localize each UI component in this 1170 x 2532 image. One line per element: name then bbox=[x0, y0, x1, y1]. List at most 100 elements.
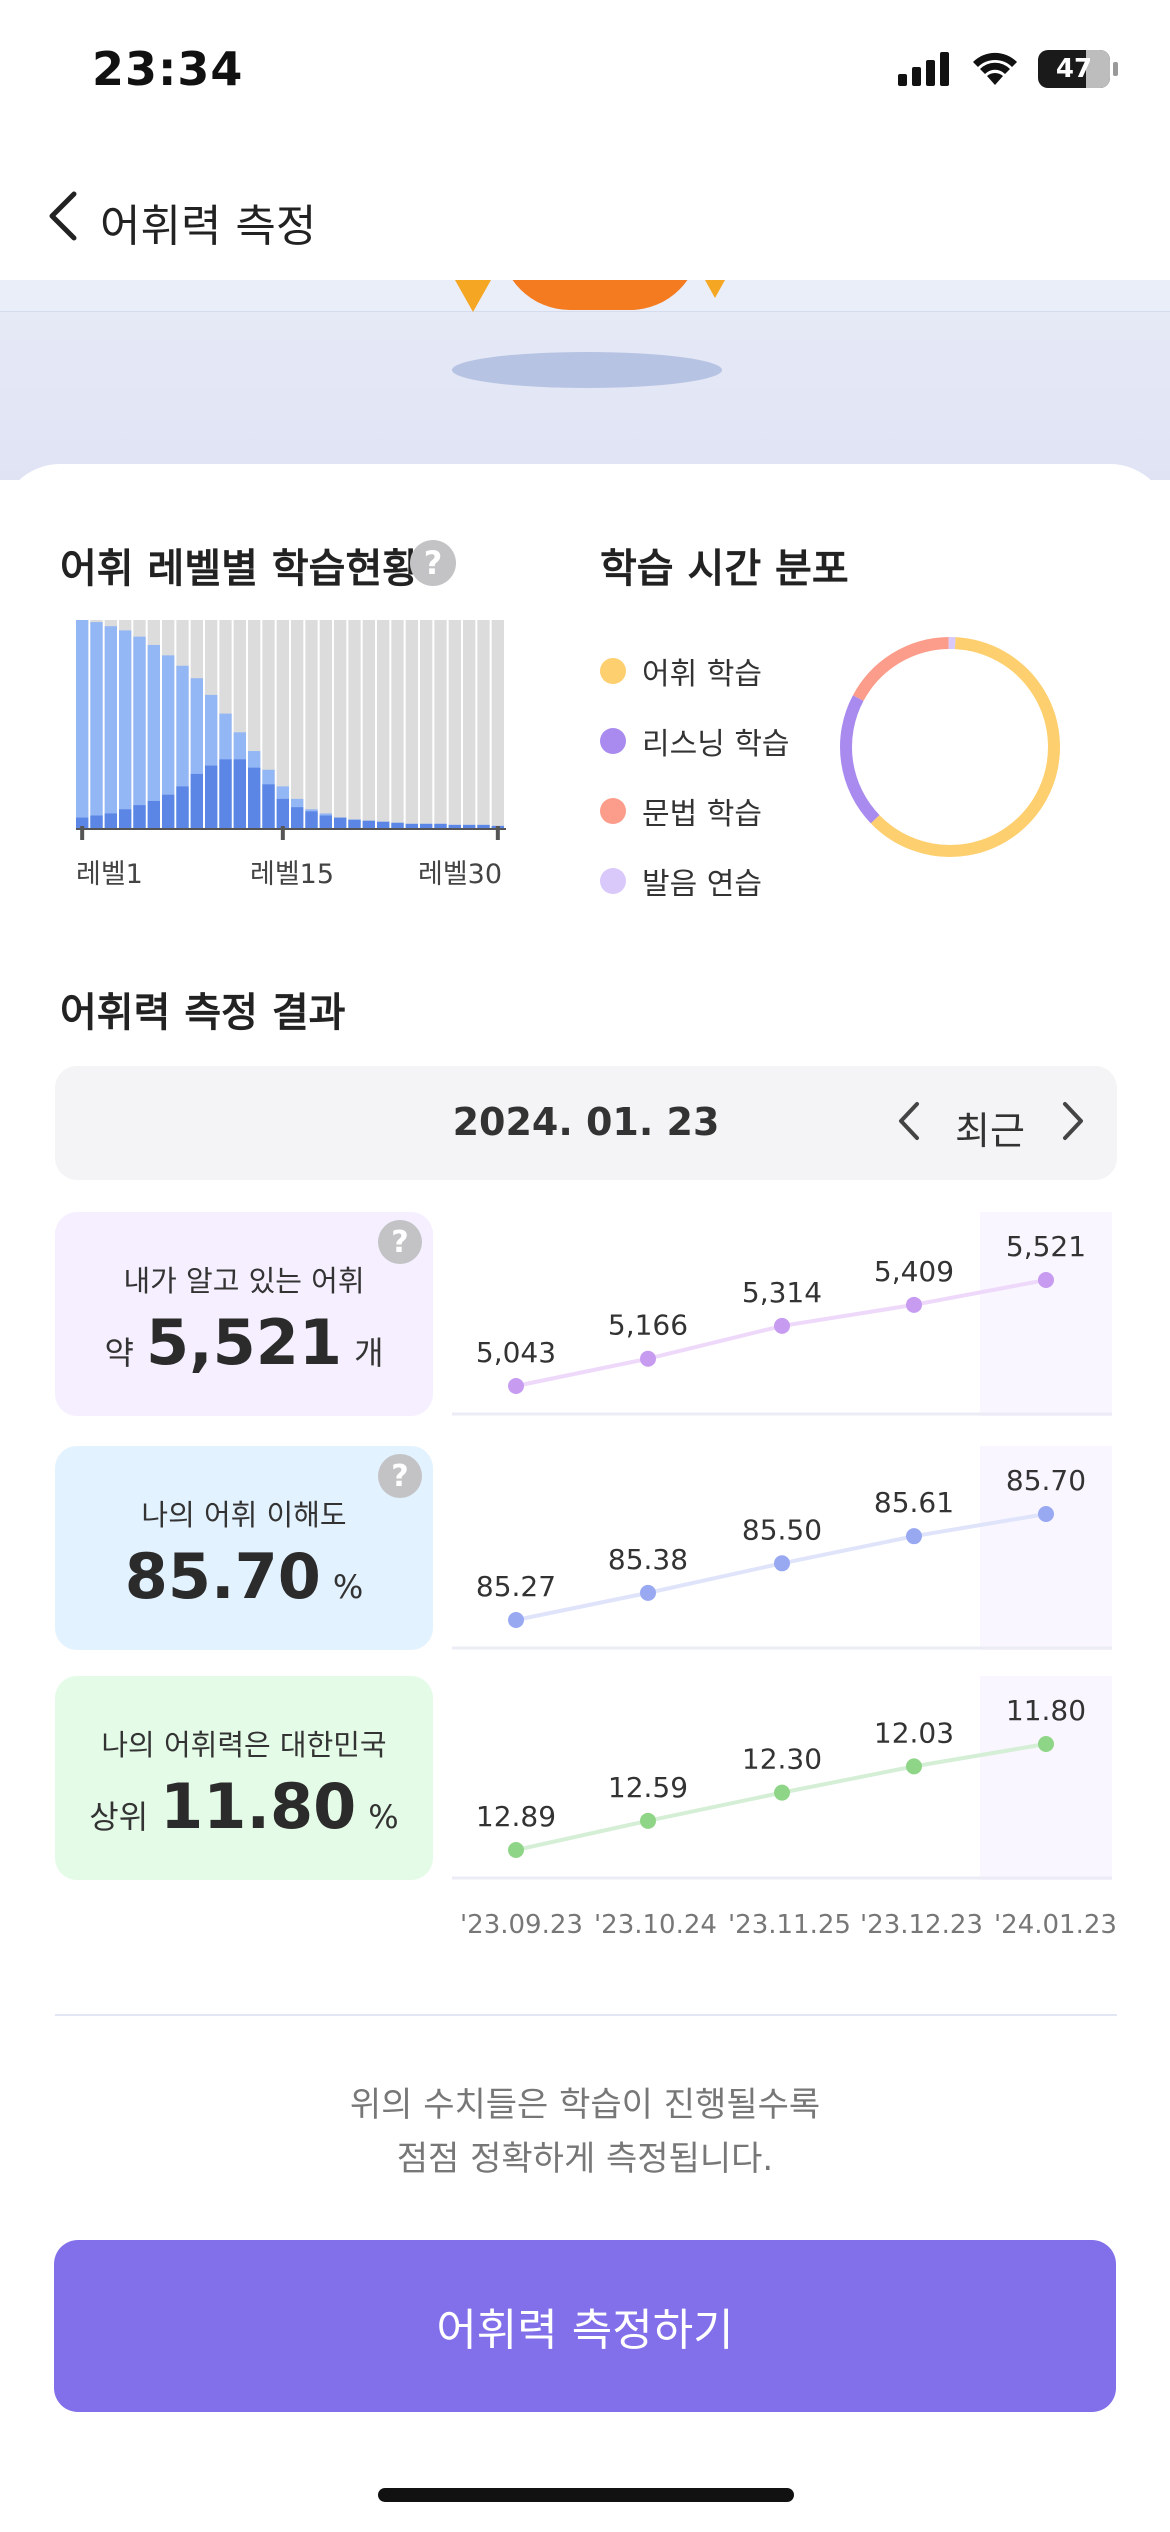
x-axis-label: '24.01.23 bbox=[994, 1910, 1117, 1940]
level-bar-mastered bbox=[334, 817, 347, 828]
help-icon[interactable]: ? bbox=[410, 540, 456, 586]
data-point bbox=[640, 1350, 656, 1367]
data-point bbox=[508, 1612, 524, 1628]
national-rank-card: 나의 어휘력은 대한민국 상위 11.80 % bbox=[55, 1676, 433, 1880]
data-point bbox=[1038, 1736, 1054, 1752]
level-bar-mastered bbox=[76, 817, 89, 828]
metric-value: 5,521 bbox=[145, 1306, 343, 1379]
level-bar-learned bbox=[133, 636, 146, 828]
time-legend: 어휘 학습 리스닝 학습 문법 학습 발음 연습 bbox=[600, 636, 790, 916]
metric-value-line: 상위 11.80 % bbox=[55, 1770, 433, 1843]
data-point bbox=[1038, 1272, 1054, 1288]
level-axis-label-start: 레벨1 bbox=[76, 859, 143, 890]
data-label: 85.61 bbox=[874, 1486, 954, 1519]
level-bar-mastered bbox=[248, 767, 261, 828]
level-bar-mastered bbox=[119, 809, 132, 828]
level-bar-mastered bbox=[448, 824, 461, 828]
data-point bbox=[906, 1528, 922, 1545]
level-bar-mastered bbox=[219, 759, 232, 828]
level-bar-mastered bbox=[133, 805, 146, 828]
time-section-title: 학습 시간 분포 bbox=[600, 546, 849, 592]
donut-slice bbox=[870, 637, 1060, 857]
level-bar-bg bbox=[391, 620, 404, 828]
x-axis-label: '23.09.23 bbox=[460, 1910, 583, 1940]
level-bar-mastered bbox=[434, 823, 447, 828]
level-bar-mastered bbox=[147, 800, 160, 828]
legend-dot-icon bbox=[600, 868, 626, 894]
level-bar-mastered bbox=[463, 824, 476, 828]
level-bar-bg bbox=[405, 620, 418, 828]
level-bar-mastered bbox=[262, 784, 275, 828]
comprehension-line-chart: 85.27 85.38 85.50 85.61 85.70 bbox=[452, 1446, 1112, 1650]
level-bar-mastered bbox=[377, 821, 390, 828]
data-label: 5,166 bbox=[608, 1309, 688, 1342]
comprehension-card: 나의 어휘 이해도 85.70 % bbox=[55, 1446, 433, 1650]
divider bbox=[55, 2014, 1117, 2016]
level-bar-bg bbox=[348, 620, 361, 828]
level-bar-mastered bbox=[348, 819, 361, 828]
level-bar-bg bbox=[362, 620, 375, 828]
known-words-card: 내가 알고 있는 어휘 약 5,521 개 bbox=[55, 1212, 433, 1416]
data-point bbox=[508, 1378, 524, 1394]
level-bar-mastered bbox=[305, 811, 318, 828]
data-label: 5,314 bbox=[742, 1276, 822, 1309]
data-point bbox=[774, 1784, 790, 1801]
data-label: 85.27 bbox=[476, 1570, 556, 1603]
data-label: 85.50 bbox=[742, 1513, 822, 1546]
legend-label: 리스닝 학습 bbox=[642, 727, 790, 762]
legend-item: 문법 학습 bbox=[600, 776, 790, 846]
data-label: 12.03 bbox=[874, 1716, 954, 1749]
data-point bbox=[640, 1812, 656, 1829]
hero-shadow bbox=[452, 352, 722, 388]
level-bar-learned bbox=[162, 655, 175, 828]
data-label: 12.59 bbox=[608, 1771, 688, 1804]
level-bar-learned bbox=[104, 626, 117, 828]
level-bar-mastered bbox=[176, 786, 189, 828]
level-bar-bg bbox=[477, 620, 490, 828]
level-bar-bg bbox=[377, 620, 390, 828]
battery-icon: 47 bbox=[1038, 50, 1118, 88]
date-selector: 2024. 01. 23 최근 bbox=[55, 1066, 1117, 1180]
x-axis-label: '23.10.24 bbox=[594, 1910, 717, 1940]
data-point bbox=[906, 1296, 922, 1313]
note-line: 위의 수치들은 학습이 진행될수록 bbox=[349, 2085, 821, 2125]
legend-label: 문법 학습 bbox=[642, 797, 762, 832]
metric-value: 85.70 bbox=[124, 1540, 321, 1613]
level-bar-bg bbox=[463, 620, 476, 828]
help-icon[interactable]: ? bbox=[378, 1220, 422, 1264]
measure-vocabulary-button[interactable]: 어휘력 측정하기 bbox=[54, 2240, 1116, 2412]
prev-date-chevron-icon[interactable] bbox=[891, 1096, 927, 1146]
data-label: 5,521 bbox=[1006, 1230, 1086, 1263]
data-point bbox=[774, 1317, 790, 1334]
nav-header: 어휘력 측정 bbox=[0, 150, 1170, 280]
level-bar-mastered bbox=[233, 759, 246, 828]
level-bar-mastered bbox=[420, 823, 433, 828]
metric-label: 내가 알고 있는 어휘 bbox=[123, 1264, 365, 1298]
metric-suffix: % bbox=[368, 1798, 399, 1836]
level-bar-bg bbox=[420, 620, 433, 828]
level-bar-bg bbox=[434, 620, 447, 828]
level-bar-mastered bbox=[162, 794, 175, 828]
metric-value-line: 85.70 % bbox=[55, 1540, 433, 1613]
metric-prefix: 상위 bbox=[89, 1798, 149, 1836]
level-bar-mastered bbox=[291, 807, 304, 828]
level-bar-chart bbox=[76, 620, 506, 840]
level-bar-learned bbox=[119, 630, 132, 828]
metric-value: 11.80 bbox=[160, 1770, 357, 1843]
back-chevron-icon[interactable] bbox=[40, 186, 90, 246]
donut-slice bbox=[852, 637, 949, 701]
level-axis-label-mid: 레벨15 bbox=[250, 859, 335, 890]
data-point bbox=[640, 1584, 656, 1601]
page-title: 어휘력 측정 bbox=[100, 201, 317, 252]
next-date-chevron-icon[interactable] bbox=[1055, 1096, 1091, 1146]
help-icon[interactable]: ? bbox=[378, 1454, 422, 1498]
data-label: 85.70 bbox=[1006, 1464, 1086, 1497]
metric-value-line: 약 5,521 개 bbox=[55, 1306, 433, 1379]
data-point bbox=[774, 1555, 790, 1572]
level-bar-learned bbox=[90, 622, 103, 828]
data-point bbox=[906, 1758, 922, 1775]
level-bar-bg bbox=[334, 620, 347, 828]
legend-item: 어휘 학습 bbox=[600, 636, 790, 706]
recent-label[interactable]: 최근 bbox=[955, 1109, 1025, 1153]
legend-item: 발음 연습 bbox=[600, 846, 790, 916]
